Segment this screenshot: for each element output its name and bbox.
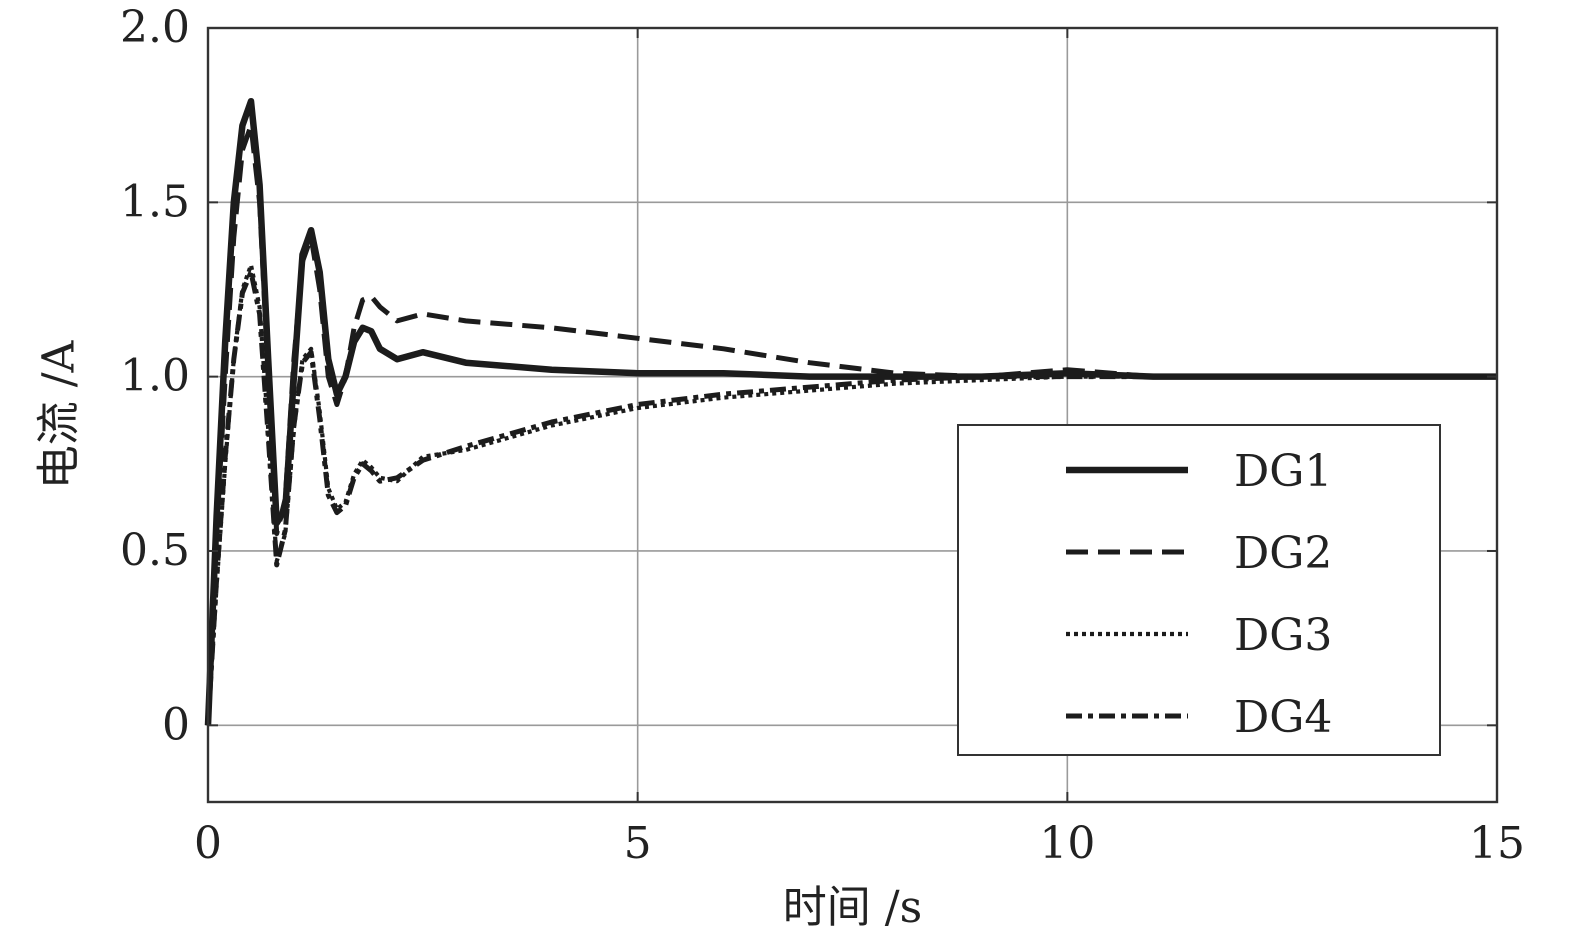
x-axis-title: 时间 /s — [783, 882, 922, 933]
legend-label-4: DG4 — [1234, 692, 1332, 743]
x-tick-label: 15 — [1469, 818, 1525, 869]
axis-ticks: 0 5 10 15 0 0.5 1.0 1.5 2.0 — [120, 2, 1525, 869]
y-axis-title: 电流 /A — [34, 339, 85, 489]
y-tick-label: 0.5 — [120, 525, 190, 576]
series-line-4 — [205, 269, 1497, 726]
series-line-2 — [205, 123, 1497, 726]
y-tick-label: 1.5 — [120, 176, 190, 227]
x-tick-label: 10 — [1039, 818, 1095, 869]
series-lines — [204, 97, 1497, 726]
y-tick-label: 0 — [162, 699, 190, 750]
legend: DG1 DG2 DG3 DG4 — [957, 424, 1441, 756]
y-tick-label: 2.0 — [120, 2, 190, 53]
legend-label-2: DG2 — [1234, 528, 1332, 579]
x-tick-label: 0 — [194, 818, 222, 869]
legend-items: DG1 DG2 DG3 DG4 — [1066, 446, 1332, 743]
legend-label-3: DG3 — [1234, 610, 1332, 661]
plot-frame — [206, 26, 1499, 804]
x-tick-label: 5 — [624, 818, 652, 869]
legend-label-1: DG1 — [1234, 446, 1332, 497]
y-tick-label: 1.0 — [120, 351, 190, 402]
legend-box — [957, 424, 1441, 756]
